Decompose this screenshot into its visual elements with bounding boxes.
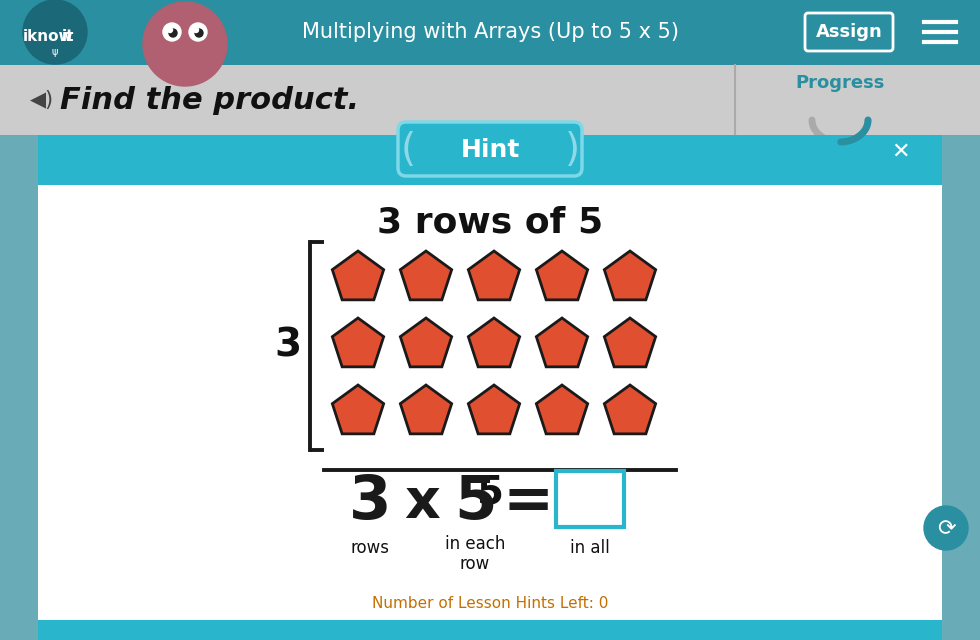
Text: =: = xyxy=(503,474,554,532)
Text: 3: 3 xyxy=(349,474,391,532)
Polygon shape xyxy=(468,385,519,434)
Circle shape xyxy=(189,23,207,41)
Circle shape xyxy=(163,23,181,41)
Text: ◀): ◀) xyxy=(30,90,54,110)
Circle shape xyxy=(924,506,968,550)
Text: ψ: ψ xyxy=(52,47,58,57)
Circle shape xyxy=(195,29,203,37)
Text: (: ( xyxy=(401,131,416,169)
Polygon shape xyxy=(605,318,656,367)
Polygon shape xyxy=(468,318,519,367)
Polygon shape xyxy=(400,251,452,300)
FancyBboxPatch shape xyxy=(398,122,582,176)
Text: 3 rows of 5: 3 rows of 5 xyxy=(377,205,603,239)
Circle shape xyxy=(169,29,177,37)
Text: ✕: ✕ xyxy=(891,142,909,162)
Text: 5: 5 xyxy=(454,474,496,532)
FancyBboxPatch shape xyxy=(556,471,624,527)
Polygon shape xyxy=(332,251,384,300)
Polygon shape xyxy=(536,318,588,367)
Text: 5: 5 xyxy=(476,473,504,511)
Text: ⟳: ⟳ xyxy=(937,519,956,539)
Text: Number of Lesson Hints Left: 0: Number of Lesson Hints Left: 0 xyxy=(371,595,609,611)
Polygon shape xyxy=(400,385,452,434)
Text: in each
row: in each row xyxy=(445,534,505,573)
FancyBboxPatch shape xyxy=(38,620,942,640)
Polygon shape xyxy=(605,385,656,434)
Text: x: x xyxy=(404,476,440,530)
Text: ): ) xyxy=(564,131,579,169)
Polygon shape xyxy=(605,251,656,300)
FancyBboxPatch shape xyxy=(0,0,980,65)
Text: 3: 3 xyxy=(274,326,302,364)
Text: Multiplying with Arrays (Up to 5 x 5): Multiplying with Arrays (Up to 5 x 5) xyxy=(302,22,678,42)
Polygon shape xyxy=(332,385,384,434)
Text: iknow: iknow xyxy=(23,29,74,44)
Circle shape xyxy=(23,0,87,64)
Polygon shape xyxy=(536,385,588,434)
FancyBboxPatch shape xyxy=(38,185,942,620)
Text: Hint: Hint xyxy=(461,138,519,162)
FancyBboxPatch shape xyxy=(38,135,942,185)
Circle shape xyxy=(143,2,227,86)
Text: Progress: Progress xyxy=(796,74,885,92)
Polygon shape xyxy=(400,318,452,367)
Text: in all: in all xyxy=(570,539,610,557)
Polygon shape xyxy=(536,251,588,300)
Text: Find the product.: Find the product. xyxy=(60,86,359,115)
Text: it: it xyxy=(62,29,74,44)
Text: Assign: Assign xyxy=(815,23,882,41)
Polygon shape xyxy=(468,251,519,300)
Polygon shape xyxy=(332,318,384,367)
FancyBboxPatch shape xyxy=(0,65,735,135)
Circle shape xyxy=(168,28,172,33)
FancyBboxPatch shape xyxy=(735,65,980,135)
Text: rows: rows xyxy=(351,539,389,557)
Circle shape xyxy=(193,28,199,33)
